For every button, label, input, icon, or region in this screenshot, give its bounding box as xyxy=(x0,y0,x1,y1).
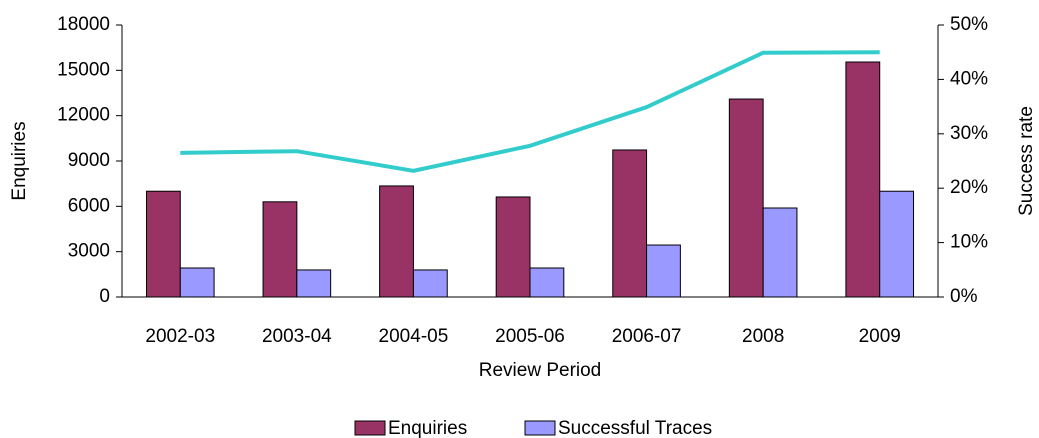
y-tick-label: 12000 xyxy=(57,105,110,126)
y2-tick-label: 30% xyxy=(950,123,988,144)
legend-swatch xyxy=(524,420,556,436)
x-axis-label: Review Period xyxy=(479,360,602,381)
bar xyxy=(728,98,764,298)
y2-tick-label: 0% xyxy=(950,286,978,307)
line-series xyxy=(180,50,880,173)
bar xyxy=(495,196,531,298)
bar xyxy=(145,190,181,298)
bar xyxy=(412,269,448,298)
y2-tick-label: 20% xyxy=(950,177,988,198)
bar xyxy=(845,61,881,298)
bar xyxy=(762,207,798,298)
x-tick-label: 2006-07 xyxy=(612,326,682,347)
x-tick-label: 2005-06 xyxy=(495,326,565,347)
x-tick-label: 2004-05 xyxy=(379,326,449,347)
bar xyxy=(296,269,332,298)
y-tick-label: 18000 xyxy=(57,14,110,35)
x-tick-label: 2002-03 xyxy=(145,326,215,347)
x-tick-label: 2003-04 xyxy=(262,326,332,347)
y2-tick-label: 10% xyxy=(950,232,988,253)
y2-tick-label: 50% xyxy=(950,14,988,35)
x-tick-label: 2008 xyxy=(742,326,784,347)
bar xyxy=(646,244,681,298)
y-tick-label: 9000 xyxy=(68,150,110,171)
bar xyxy=(612,149,648,298)
x-tick-label: 2009 xyxy=(859,326,901,347)
bar xyxy=(529,267,565,298)
bar xyxy=(879,190,915,298)
y-axis-label: Enquiries xyxy=(9,121,30,200)
y-tick-label: 0 xyxy=(99,286,110,307)
legend-swatch xyxy=(354,420,386,436)
bar xyxy=(379,185,414,298)
legend-label: Enquiries xyxy=(388,418,467,438)
legend-label: Successful Traces xyxy=(558,418,712,438)
y-tick-label: 6000 xyxy=(68,195,110,216)
bar xyxy=(179,267,215,298)
y2-tick-label: 40% xyxy=(950,68,988,89)
y-tick-label: 3000 xyxy=(68,241,110,262)
y2-axis-label: Success rate xyxy=(1016,106,1037,216)
y-tick-label: 15000 xyxy=(57,59,110,80)
bar xyxy=(262,201,298,298)
